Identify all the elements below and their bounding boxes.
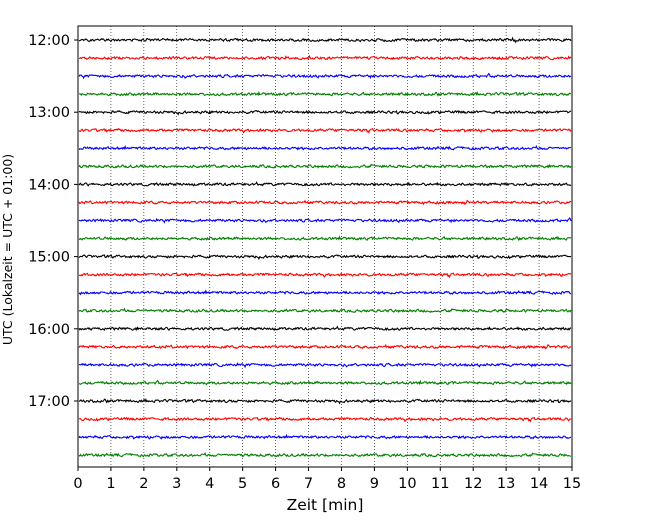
trace-1730: [78, 433, 572, 440]
trace-1745: [78, 451, 572, 458]
x-tick-label: 1: [106, 476, 115, 492]
x-tick-label: 6: [271, 476, 280, 492]
y-axis-ticks: 12:00 13:00 14:00 15:00 16:00 17:00: [28, 33, 78, 410]
x-axis-ticks: 0 1 2 3 4 5 6 7 8 9 10 11 12 13 14 15: [73, 467, 581, 492]
y-axis-label: UTC (Lokalzeit = UTC + 01:00): [0, 154, 15, 345]
x-tick-label: 2: [139, 476, 148, 492]
trace-1245: [78, 90, 572, 97]
trace-1345: [78, 163, 572, 169]
x-tick-label: 8: [337, 476, 346, 492]
trace-1200: [78, 36, 572, 44]
trace-1215: [78, 54, 572, 61]
plot-frame: [77, 25, 573, 468]
trace-1430: [78, 217, 572, 224]
trace-1400: [78, 181, 572, 187]
x-tick-label: 5: [238, 476, 247, 492]
trace-1230: [78, 72, 572, 80]
x-tick-label: 9: [370, 476, 379, 492]
x-tick-label: 7: [304, 476, 313, 492]
x-tick-label: 3: [172, 476, 181, 492]
x-tick-label: 4: [205, 476, 214, 492]
y-tick-label: 14:00: [28, 177, 70, 193]
trace-1500: [78, 254, 572, 261]
trace-1415: [78, 199, 572, 206]
trace-1700: [78, 398, 572, 405]
x-tick-label: 11: [431, 476, 449, 492]
y-tick-label: 17:00: [28, 394, 70, 410]
y-tick-label: 15:00: [28, 250, 70, 266]
trace-1330: [78, 144, 572, 151]
y-tick-label: 16:00: [28, 322, 70, 338]
x-tick-label: 14: [530, 476, 548, 492]
x-tick-label: 12: [464, 476, 482, 492]
trace-1715: [78, 416, 572, 423]
y-tick-label: 12:00: [28, 33, 70, 49]
trace-1515: [78, 272, 572, 279]
y-tick-label: 13:00: [28, 105, 70, 121]
trace-1300: [78, 109, 572, 116]
x-tick-label: 13: [497, 476, 515, 492]
trace-1630: [78, 362, 572, 369]
x-tick-label: 10: [398, 476, 416, 492]
x-axis-label: Zeit [min]: [287, 496, 364, 514]
x-tick-label: 0: [73, 476, 82, 492]
trace-1600: [78, 325, 572, 332]
trace-1445: [78, 235, 572, 242]
trace-1645: [78, 379, 572, 386]
x-tick-label: 15: [563, 476, 581, 492]
trace-1545: [78, 307, 572, 314]
trace-1315: [78, 127, 572, 134]
seismic-traces: [78, 36, 572, 458]
trace-1530: [78, 289, 572, 296]
trace-1615: [78, 343, 572, 350]
